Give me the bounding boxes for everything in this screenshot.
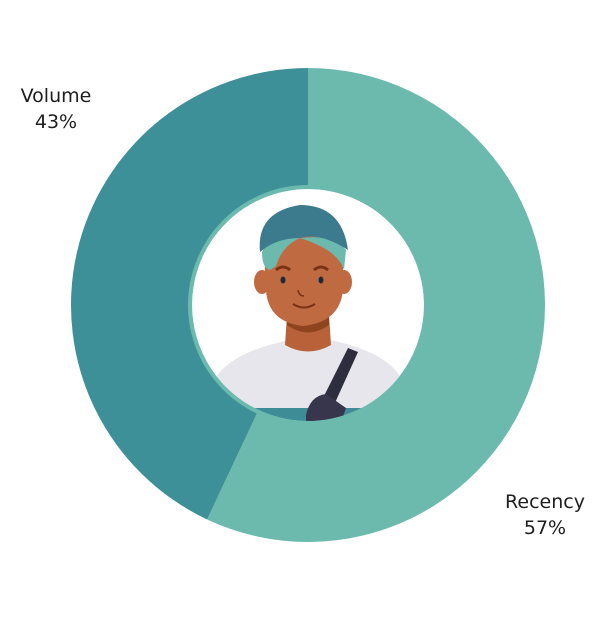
label-recency-name: Recency bbox=[505, 491, 585, 513]
label-recency-value: 57% bbox=[523, 517, 567, 539]
label-volume: Volume 43% bbox=[6, 83, 106, 135]
avatar-illustration bbox=[192, 189, 424, 421]
label-recency: Recency 57% bbox=[491, 489, 599, 541]
label-volume-value: 43% bbox=[34, 111, 78, 133]
label-volume-name: Volume bbox=[20, 85, 92, 107]
